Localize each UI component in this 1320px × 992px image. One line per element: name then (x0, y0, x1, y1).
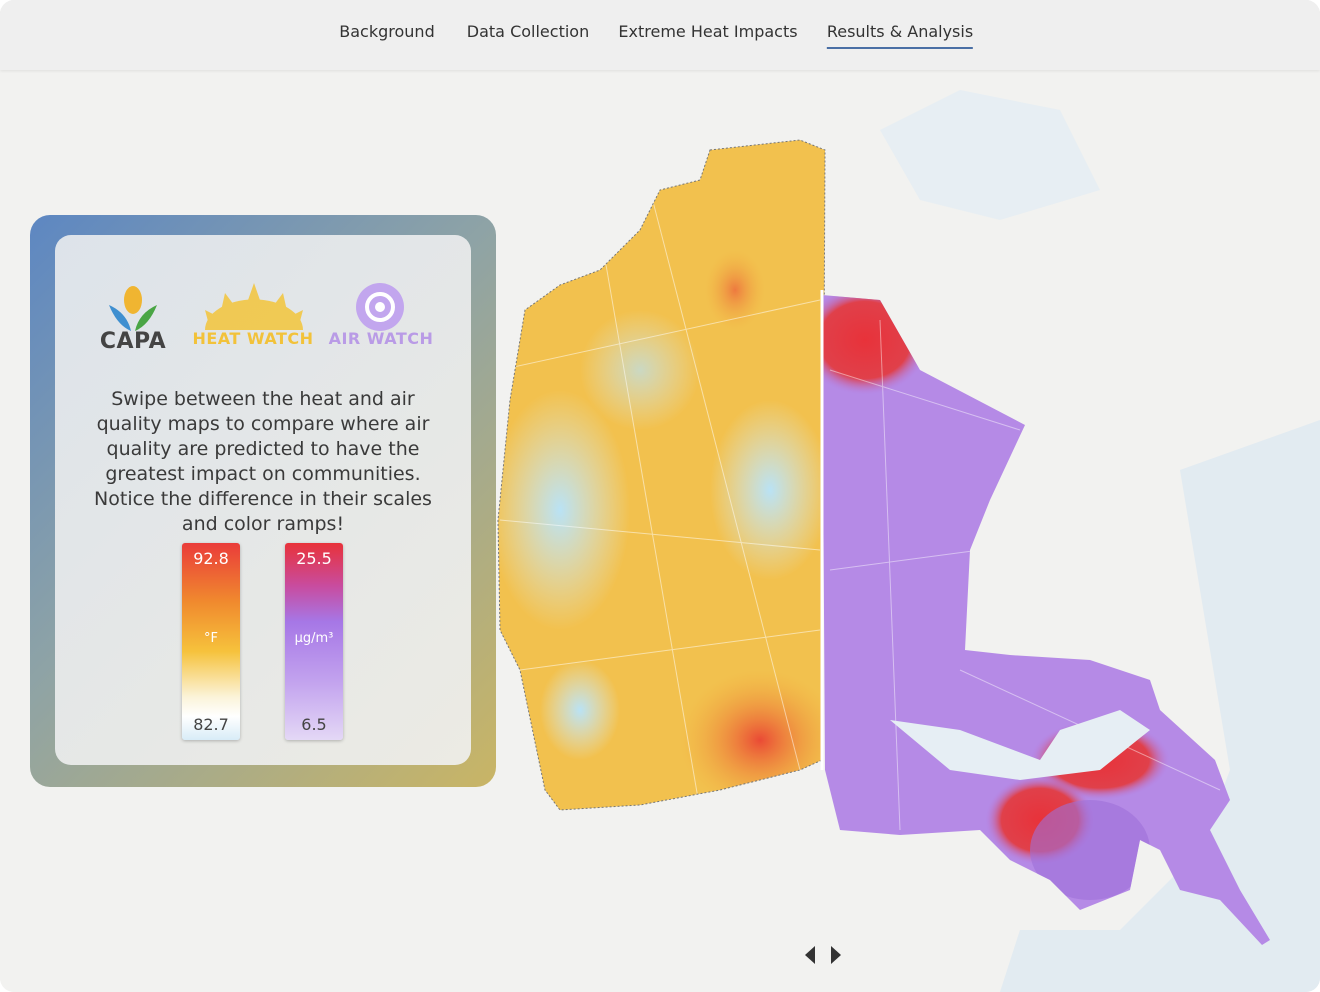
logo-label: HEAT WATCH (192, 329, 314, 348)
swipe-handle[interactable] (802, 942, 844, 968)
nav-item[interactable]: Data Collection (466, 22, 590, 41)
legend-unit: °F (204, 631, 218, 646)
legend-unit: µg/m³ (294, 631, 334, 646)
nav-item[interactable]: Background (339, 22, 435, 41)
arrow-right[interactable] (831, 946, 841, 964)
map[interactable] (0, 70, 1320, 992)
panel-text: Swipe between the heat and air quality m… (94, 388, 432, 535)
nav-item[interactable]: Extreme Heat Impacts (618, 22, 798, 41)
arrow-left[interactable] (805, 946, 815, 964)
legend-min: 6.5 (301, 715, 327, 734)
info-panel: CAPA HEAT WATCH AIR WATCH Swipe between … (30, 215, 496, 787)
legend-max: 92.8 (193, 549, 229, 568)
heat-legend: 92.8 °F 82.7 (182, 543, 240, 740)
air-legend: 25.5 µg/m³ 6.5 (285, 543, 343, 740)
logo-label: AIR WATCH (328, 329, 434, 348)
nav-bar: Background Data Collection Extreme Heat … (0, 0, 1320, 70)
logo-label: CAPA (99, 329, 167, 354)
legend-min: 82.7 (193, 715, 229, 734)
legend-max: 25.5 (296, 549, 332, 568)
nav-item[interactable]: Results & Analysis (826, 22, 974, 49)
panel-card: CAPA HEAT WATCH AIR WATCH Swipe between … (55, 235, 471, 765)
logo-icons (109, 283, 404, 331)
